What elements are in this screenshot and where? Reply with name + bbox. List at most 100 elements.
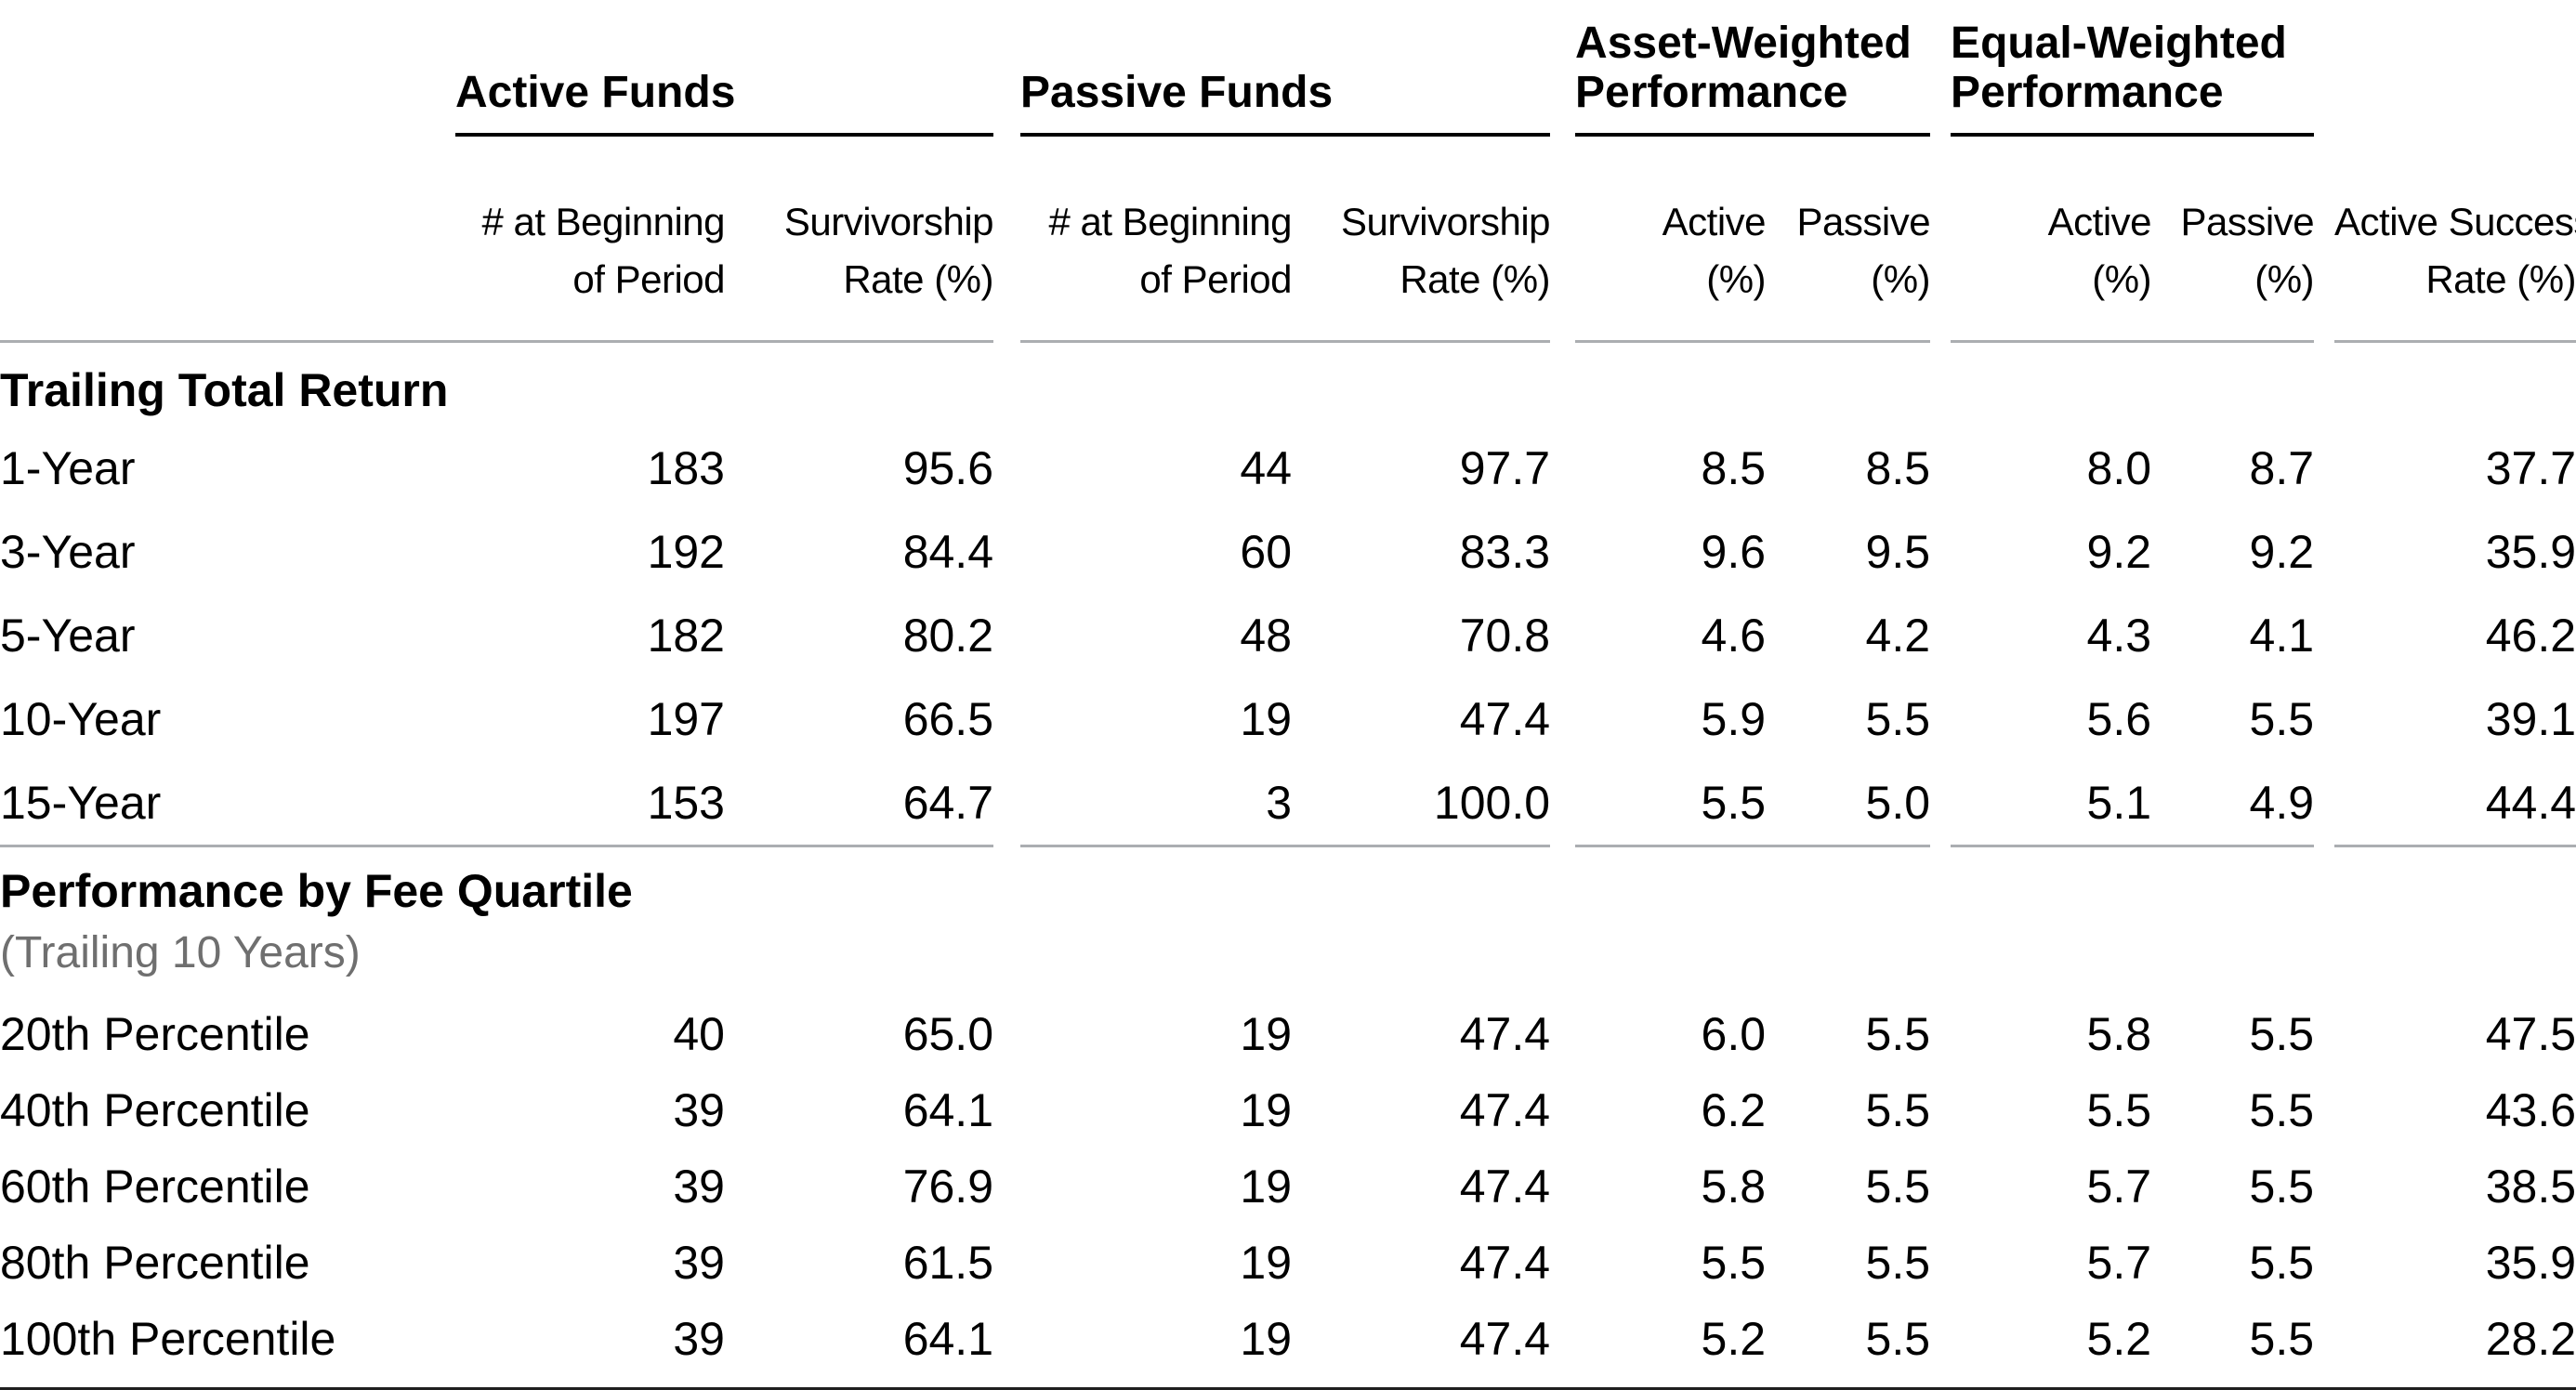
cell-ew-active: 5.7 (2086, 1237, 2152, 1289)
spacer (1930, 426, 1951, 510)
col-header-line1: # at Beginning (481, 199, 725, 243)
spacer (1930, 510, 1951, 594)
col-header-line1: Passive (2180, 199, 2315, 243)
table-row: 40th Percentile 39 64.1 19 47.4 6.2 5.5 … (0, 1072, 2576, 1148)
spacer (2314, 0, 2334, 137)
cell-aw-passive: 5.5 (1865, 1161, 1931, 1213)
divider-segment (2151, 845, 2315, 847)
spacer (2314, 594, 2334, 677)
spacer (1930, 996, 1951, 1072)
spacer (1550, 996, 1575, 1072)
section-header-row: Performance by Fee Quartile (0, 847, 2576, 927)
cell-active-success-rate: 37.7 (2485, 442, 2576, 494)
cell-passive-survivorship: 97.7 (1459, 442, 1551, 494)
cell-active-success-rate: 38.5 (2485, 1161, 2576, 1213)
cell-passive-survivorship: 47.4 (1459, 1161, 1551, 1213)
table-row: 15-Year 153 64.7 3 100.0 5.5 5.0 5.1 4.9… (0, 761, 2576, 845)
col-header-line2: Rate (%) (2425, 256, 2576, 301)
cell-aw-active: 4.6 (1701, 610, 1767, 662)
spacer (1550, 1072, 1575, 1148)
spacer (2314, 677, 2334, 761)
cell-ew-passive: 4.1 (2249, 610, 2315, 662)
spacer (993, 1148, 1020, 1225)
cell-active-count: 192 (647, 526, 725, 578)
group-header-equal-weighted: Equal-Weighted Performance (1951, 0, 2315, 137)
cell-active-survivorship: 64.1 (902, 1313, 994, 1365)
cell-passive-count: 19 (1240, 1008, 1293, 1060)
col-header-ew-passive: Passive (%) (2151, 137, 2315, 343)
cell-aw-active: 5.5 (1701, 777, 1767, 829)
cell-ew-active: 8.0 (2086, 442, 2152, 494)
col-header-line1: Survivorship (1340, 199, 1551, 243)
row-label: 40th Percentile (0, 1084, 310, 1136)
col-header-line2: of Period (1139, 256, 1293, 301)
spacer (2314, 996, 2334, 1072)
cell-aw-active: 6.0 (1701, 1008, 1767, 1060)
spacer (1930, 594, 1951, 677)
col-header-active-survivorship: Survivorship Rate (%) (725, 137, 994, 343)
spacer (1930, 1225, 1951, 1301)
cell-active-count: 39 (673, 1237, 725, 1289)
cell-aw-passive: 9.5 (1865, 526, 1931, 578)
cell-ew-passive: 9.2 (2249, 526, 2315, 578)
spacer (993, 1301, 1020, 1377)
spacer (993, 510, 1020, 594)
col-header-line2: of Period (572, 256, 725, 301)
cell-active-count: 40 (673, 1008, 725, 1060)
col-header-active-count: # at Beginning of Period (455, 137, 725, 343)
group-title-line2: Performance (1575, 68, 1848, 118)
cell-active-success-rate: 44.4 (2485, 777, 2576, 829)
cell-passive-count: 60 (1240, 526, 1293, 578)
cell-active-success-rate: 46.2 (2485, 610, 2576, 662)
cell-active-count: 182 (647, 610, 725, 662)
cell-active-success-rate: 43.6 (2485, 1084, 2576, 1136)
cell-passive-survivorship: 83.3 (1459, 526, 1551, 578)
col-header-ew-active: Active (%) (1951, 137, 2152, 343)
divider-segment (0, 845, 455, 847)
col-header-line1: Active (2047, 199, 2152, 243)
group-title-line1: Asset-Weighted (1575, 19, 1912, 69)
cell-passive-survivorship: 47.4 (1459, 693, 1551, 745)
spacer (1550, 1301, 1575, 1377)
cell-active-success-rate: 39.1 (2485, 693, 2576, 745)
spacer (993, 594, 1020, 677)
table-row: 10-Year 197 66.5 19 47.4 5.9 5.5 5.6 5.5… (0, 677, 2576, 761)
cell-passive-count: 19 (1240, 1161, 1293, 1213)
row-label: 1-Year (0, 442, 136, 494)
col-header-line2: (%) (2092, 256, 2152, 301)
cell-active-success-rate: 28.2 (2485, 1313, 2576, 1365)
row-label: 15-Year (0, 777, 162, 829)
spacer (2314, 1301, 2334, 1377)
cell-passive-count: 19 (1240, 1084, 1293, 1136)
col-header-line2: (%) (2254, 256, 2315, 301)
spacer (993, 137, 1020, 343)
divider-segment (725, 845, 994, 847)
cell-passive-count: 3 (1266, 777, 1293, 829)
spacer (2314, 761, 2334, 845)
group-header-active-funds: Active Funds (455, 0, 994, 137)
spacer (1550, 594, 1575, 677)
spacer (1930, 1301, 1951, 1377)
col-header-line2: (%) (1706, 256, 1767, 301)
cell-aw-active: 5.2 (1701, 1313, 1767, 1365)
cell-active-count: 183 (647, 442, 725, 494)
cell-passive-survivorship: 70.8 (1459, 610, 1551, 662)
col-header-empty (0, 137, 455, 343)
table-row: 100th Percentile 39 64.1 19 47.4 5.2 5.5… (0, 1301, 2576, 1377)
cell-aw-passive: 5.5 (1865, 1313, 1931, 1365)
spacer (1550, 1225, 1575, 1301)
spacer (1930, 0, 1951, 137)
cell-ew-active: 5.7 (2086, 1161, 2152, 1213)
cell-active-success-rate: 35.9 (2485, 1237, 2576, 1289)
spacer (1930, 1072, 1951, 1148)
cell-active-count: 39 (673, 1313, 725, 1365)
cell-passive-survivorship: 100.0 (1433, 777, 1551, 829)
cell-active-survivorship: 76.9 (902, 1161, 994, 1213)
spacer (1550, 0, 1575, 137)
group-title-line1: Equal-Weighted (1951, 19, 2287, 69)
spacer (2314, 426, 2334, 510)
table-row: 3-Year 192 84.4 60 83.3 9.6 9.5 9.2 9.2 … (0, 510, 2576, 594)
cell-ew-active: 5.5 (2086, 1084, 2152, 1136)
section-subtitle-row: (Trailing 10 Years) (0, 927, 2576, 996)
